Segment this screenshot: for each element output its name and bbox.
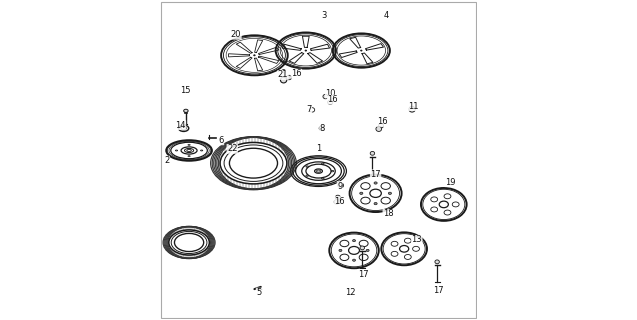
Ellipse shape [319, 126, 324, 131]
Ellipse shape [352, 240, 355, 242]
Text: 4: 4 [384, 11, 389, 20]
Ellipse shape [323, 94, 328, 99]
Ellipse shape [327, 100, 333, 105]
Text: 3: 3 [322, 11, 327, 20]
Text: 15: 15 [180, 86, 190, 95]
Ellipse shape [370, 151, 375, 155]
Text: 20: 20 [231, 30, 241, 39]
Ellipse shape [389, 192, 392, 195]
Text: 17: 17 [433, 285, 444, 295]
Ellipse shape [352, 259, 355, 261]
Ellipse shape [366, 249, 369, 252]
Text: 1: 1 [317, 144, 322, 153]
Text: 17: 17 [357, 270, 368, 279]
Text: 10: 10 [326, 89, 336, 98]
Text: 22: 22 [227, 144, 238, 153]
Ellipse shape [409, 106, 415, 112]
Text: 6: 6 [218, 136, 224, 145]
Ellipse shape [374, 182, 377, 184]
Ellipse shape [378, 124, 383, 128]
Ellipse shape [224, 145, 283, 181]
Text: 11: 11 [408, 101, 419, 111]
Text: 5: 5 [256, 288, 261, 297]
Ellipse shape [338, 183, 343, 188]
Ellipse shape [374, 203, 377, 205]
Text: 18: 18 [383, 209, 394, 219]
Text: 17: 17 [370, 170, 381, 179]
Ellipse shape [339, 249, 342, 252]
Ellipse shape [435, 260, 440, 264]
Text: 16: 16 [376, 117, 387, 126]
Text: 13: 13 [412, 236, 422, 244]
Ellipse shape [360, 192, 363, 195]
Text: 8: 8 [320, 124, 325, 133]
Ellipse shape [376, 126, 382, 132]
Text: 16: 16 [334, 197, 345, 206]
Text: 14: 14 [175, 121, 186, 130]
Ellipse shape [360, 246, 364, 250]
Ellipse shape [280, 77, 287, 83]
Text: 2: 2 [164, 156, 169, 165]
Text: 16: 16 [291, 69, 301, 78]
Ellipse shape [169, 230, 210, 255]
Text: 21: 21 [278, 70, 288, 79]
Ellipse shape [178, 125, 189, 132]
Ellipse shape [220, 142, 287, 184]
Ellipse shape [334, 200, 339, 204]
Ellipse shape [287, 75, 292, 80]
Text: 9: 9 [337, 181, 342, 190]
Text: 7: 7 [306, 105, 311, 114]
Text: 16: 16 [327, 95, 338, 104]
Ellipse shape [335, 195, 340, 200]
Ellipse shape [183, 109, 188, 112]
Text: 19: 19 [445, 178, 455, 187]
Ellipse shape [171, 231, 207, 253]
Text: 12: 12 [345, 288, 355, 297]
